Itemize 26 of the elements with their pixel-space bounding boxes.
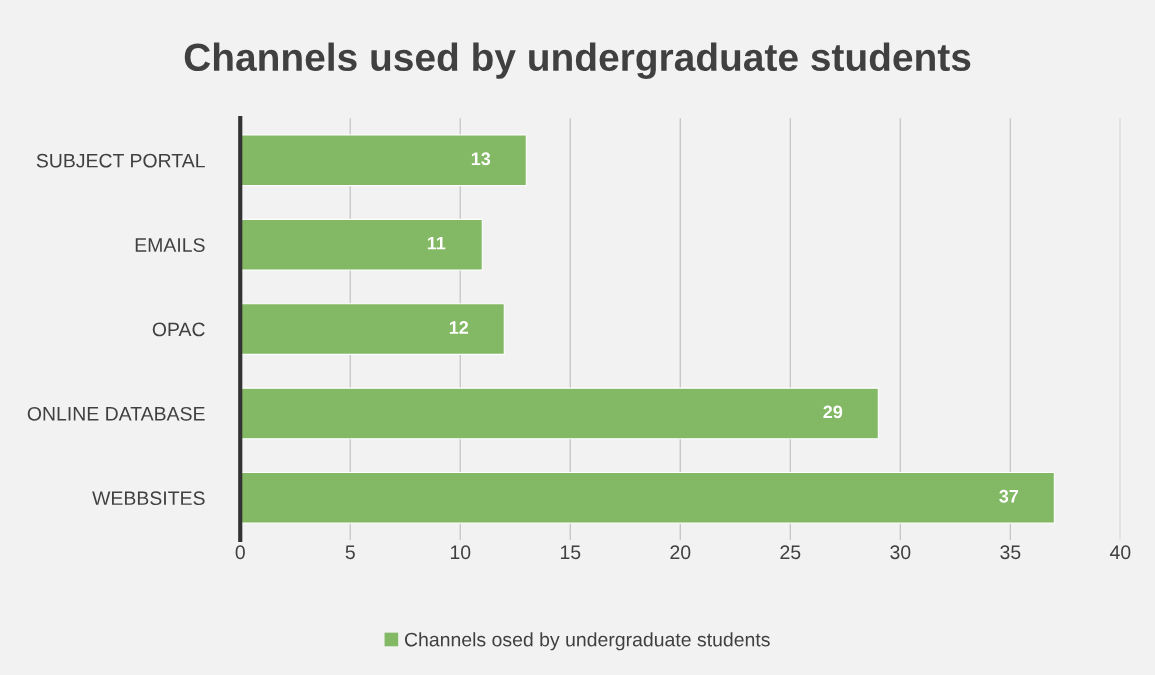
x-tick-label: 40	[1109, 545, 1131, 560]
data-label: 29	[823, 405, 843, 419]
bar	[240, 471, 1055, 524]
x-tick-label: 35	[1000, 545, 1021, 560]
x-tick-label: 0	[235, 545, 245, 560]
y-tick-label: SUBJECT PORTAL	[36, 153, 205, 168]
bar	[240, 134, 527, 187]
x-tick-label: 25	[780, 545, 801, 560]
y-tick-label: ONLINE DATABASE	[27, 406, 205, 421]
bar	[240, 387, 879, 440]
legend-label: Channels osed by undergraduate students	[404, 632, 770, 651]
x-tick-label: 10	[450, 545, 471, 560]
x-tick-label: 30	[890, 545, 911, 560]
data-label: 13	[471, 152, 491, 166]
bar	[240, 303, 505, 355]
y-tick-label: OPAC	[152, 322, 205, 337]
data-label: 37	[999, 489, 1019, 503]
data-label: 11	[427, 236, 446, 250]
chart-title: Channels used by undergraduate students	[184, 42, 971, 79]
x-tick-label: 15	[560, 545, 581, 560]
bar	[240, 218, 483, 271]
y-tick-label: EMAILS	[135, 238, 205, 252]
y-tick-label: WEBBSITES	[92, 491, 205, 506]
x-tick-label: 5	[345, 545, 355, 560]
data-label: 12	[449, 321, 469, 334]
x-tick-label: 20	[670, 545, 691, 560]
